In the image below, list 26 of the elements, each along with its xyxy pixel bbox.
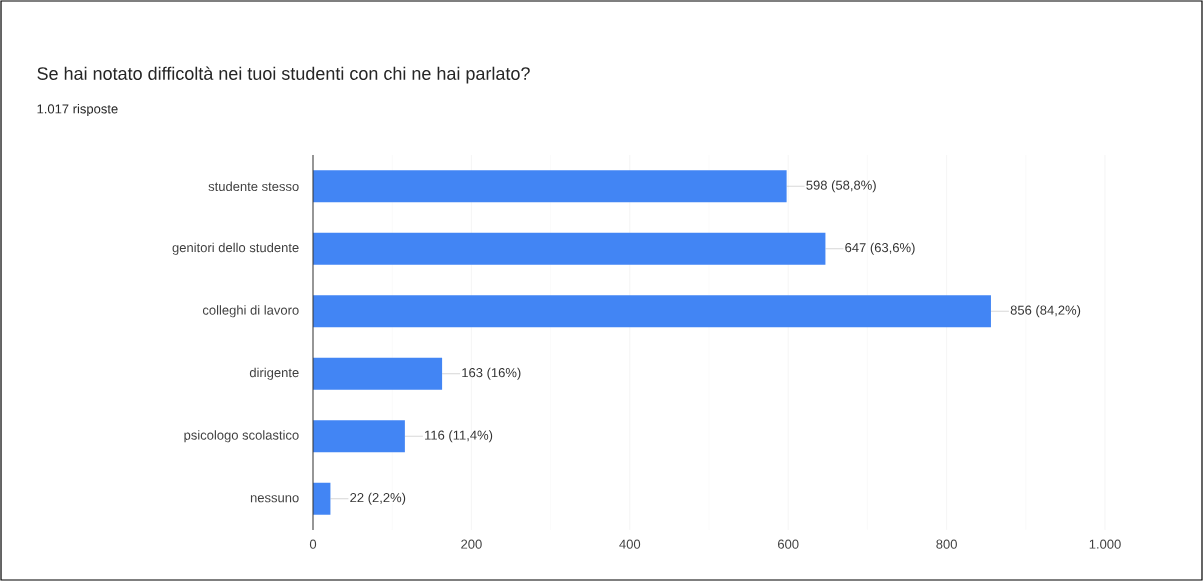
x-tick-label: 0	[309, 539, 317, 549]
x-tick-label: 600	[778, 539, 799, 549]
x-tick-label: 800	[936, 539, 957, 549]
bar	[313, 357, 443, 390]
data-label: 647 (63,6%)	[845, 242, 915, 255]
x-tick-label: 1.000	[1089, 539, 1121, 549]
x-tick-label: 400	[619, 539, 641, 549]
bar	[313, 170, 787, 203]
y-tick-label: psicologo scolastico	[184, 430, 299, 443]
chart-title: Se hai notato difficoltà nei tuoi studenti con chi ne hai parlato?	[37, 66, 530, 84]
y-tick-label: genitori dello studente	[172, 242, 299, 255]
bar	[313, 420, 405, 453]
y-tick-label: studente stesso	[208, 181, 299, 192]
data-label: 22 (2,2%)	[350, 492, 406, 505]
y-tick-label: nessuno	[250, 495, 299, 503]
bar	[313, 482, 331, 515]
data-label: 598 (58,8%)	[806, 180, 876, 193]
y-tick-label: dirigente	[249, 367, 299, 380]
data-label: 116 (11,4%)	[425, 430, 493, 443]
data-label: 163 (16%)	[462, 367, 521, 380]
y-tick-label: colleghi di lavoro	[202, 305, 299, 318]
bar	[313, 295, 991, 328]
bar	[313, 232, 826, 265]
text: 1.017 risposte	[37, 103, 118, 117]
data-label: 856 (84,2%)	[1010, 305, 1081, 318]
x-tick-label: 200	[461, 539, 482, 549]
